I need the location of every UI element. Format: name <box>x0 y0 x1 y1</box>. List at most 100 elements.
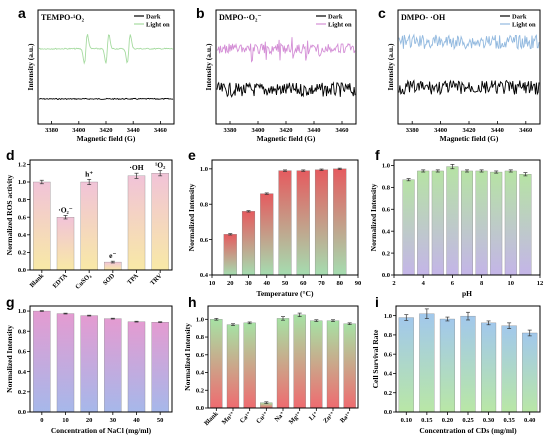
bar <box>419 313 435 413</box>
bar <box>276 318 290 409</box>
x-tick-label: 80 <box>337 280 344 287</box>
bar <box>293 314 306 409</box>
x-tick-label: Cu²⁺ <box>255 410 270 425</box>
x-tick-label: Ba²⁺ <box>339 410 353 424</box>
bar <box>210 319 223 409</box>
y-axis-label: Cell Survival Rate <box>371 329 380 388</box>
series-line-light-on <box>38 34 174 65</box>
bar <box>151 173 169 271</box>
x-axis-label: Concentration of CDs (mg/ml) <box>419 426 517 435</box>
y-tick-label: 0.6 <box>382 206 391 213</box>
y-tick-label: 0.0 <box>18 267 26 274</box>
legend-label: Dark <box>512 13 527 20</box>
bar-annotation: h⁺ <box>85 169 93 178</box>
x-tick-label: 8 <box>480 280 484 287</box>
x-tick-label: 50 <box>282 280 289 287</box>
bar <box>127 321 146 413</box>
x-tick-label: 3400 <box>72 127 85 134</box>
x-tick-label: 3460 <box>154 127 167 134</box>
panel-f: f 2 4 6 8 10 12 0.0 0.2 0.4 0.6 0.8 1.0 pH Normalized … <box>369 147 543 298</box>
x-tick-label: 3440 <box>491 127 504 134</box>
bar <box>522 332 538 413</box>
x-tick-label: 0.20 <box>442 417 453 424</box>
x-tick-label: Li⁺ <box>308 410 320 422</box>
x-tick-label: 12 <box>537 280 544 287</box>
bar <box>104 318 122 413</box>
bar <box>278 170 292 276</box>
series-line-light-on <box>216 37 356 63</box>
panel-g: g 0 10 20 30 40 50 0.0 0.2 0.4 0.6 0.8 1.0 Concentrat… <box>5 294 173 435</box>
bar <box>56 313 75 413</box>
bar-annotation: ·OH <box>129 163 143 172</box>
legend-label: Light on <box>512 21 536 28</box>
y-tick-label: 0.2 <box>18 389 26 396</box>
panel-a: a 3380 3400 3420 3440 3460 Magnetic field (G) I… <box>18 5 175 143</box>
y-tick-label: 1.2 <box>18 162 26 169</box>
x-tick-label: 3420 <box>100 127 113 134</box>
y-tick-label: 0.0 <box>196 405 204 412</box>
x-tick-label: 0.30 <box>483 417 494 424</box>
x-tick-label: 3400 <box>434 127 447 134</box>
series-line-light-on <box>398 33 540 51</box>
x-tick-label: 0.10 <box>401 417 412 424</box>
y-axis-label: Normalized Intensity <box>187 183 196 251</box>
x-tick-label: 20 <box>86 417 93 424</box>
bar-annotation: e⁻ <box>109 251 116 260</box>
y-tick-label: 0.2 <box>384 390 392 397</box>
y-tick-label: 0.0 <box>384 409 392 416</box>
bar <box>226 324 240 409</box>
x-tick-label: 30 <box>245 280 252 287</box>
y-tick-label: 1.0 <box>196 317 204 324</box>
bar <box>326 320 340 409</box>
x-tick-label: 3420 <box>463 127 476 134</box>
bar <box>296 170 310 276</box>
panel-c: c 3380 3400 3420 3440 3460 Magnetic field (G) I… <box>378 5 541 143</box>
panel-b: b 3380 3400 3420 3440 3460 Magnetic field (G) I… <box>196 5 357 143</box>
x-tick-label: 50 <box>157 417 164 424</box>
x-tick-label: Mg²⁺ <box>288 410 303 425</box>
panel-label: b <box>196 5 205 21</box>
y-tick-label: 0.6 <box>196 352 205 359</box>
bar <box>80 181 98 271</box>
panel-title: DMPO- ·OH <box>401 13 446 22</box>
x-tick-label: 3440 <box>127 127 140 134</box>
legend-label: Dark <box>328 13 343 20</box>
y-axis-label: Normalized Intensity <box>183 323 192 391</box>
series-line-dark <box>38 97 174 101</box>
y-axis-label: Normalized ROS activity <box>5 175 14 256</box>
plot-frame <box>211 159 359 276</box>
bar <box>501 325 517 413</box>
panel-label: c <box>378 5 386 21</box>
y-tick-label: 0.6 <box>18 349 27 356</box>
plot-frame <box>207 305 359 409</box>
panel-label: a <box>18 5 26 21</box>
panel-e: e 10 20 30 40 50 60 70 80 90 0.4 0.6 0.8 1.0 Temperatu… <box>187 147 361 298</box>
y-tick-label: 0.2 <box>382 250 390 257</box>
x-axis-label: Magnetic field (G) <box>257 134 316 143</box>
x-tick-label: 60 <box>300 280 307 287</box>
bar <box>475 170 488 276</box>
x-tick-label: 10 <box>209 280 216 287</box>
plot-frame <box>395 305 541 413</box>
x-axis-label: Temperature (°C) <box>257 289 314 298</box>
x-tick-label: 3380 <box>45 127 58 134</box>
y-tick-label: 0.6 <box>384 351 393 358</box>
x-tick-label: 2 <box>392 280 395 287</box>
x-tick-label: 0.15 <box>421 417 433 424</box>
x-tick-label: Blank <box>29 272 46 289</box>
bar <box>243 322 256 409</box>
bar <box>241 211 256 276</box>
x-tick-label: 10 <box>62 417 69 424</box>
panel-label: f <box>375 147 380 163</box>
bar <box>151 322 169 413</box>
y-tick-label: 0.4 <box>18 369 27 376</box>
bar <box>402 179 415 276</box>
panel-d: d Blank EDTA CuSO₄ SOD TPA TRV ·O₂⁻ h⁺ e⁻ ·OH ¹O₂ 0.… <box>5 147 173 291</box>
y-tick-label: 1.0 <box>18 308 26 315</box>
y-tick-label: 0.8 <box>384 332 393 339</box>
bar <box>80 315 98 413</box>
bar <box>519 174 532 276</box>
y-axis-label: Intensity (a.u.) <box>204 43 213 90</box>
y-axis-label: Normalized Intensity <box>369 183 378 251</box>
